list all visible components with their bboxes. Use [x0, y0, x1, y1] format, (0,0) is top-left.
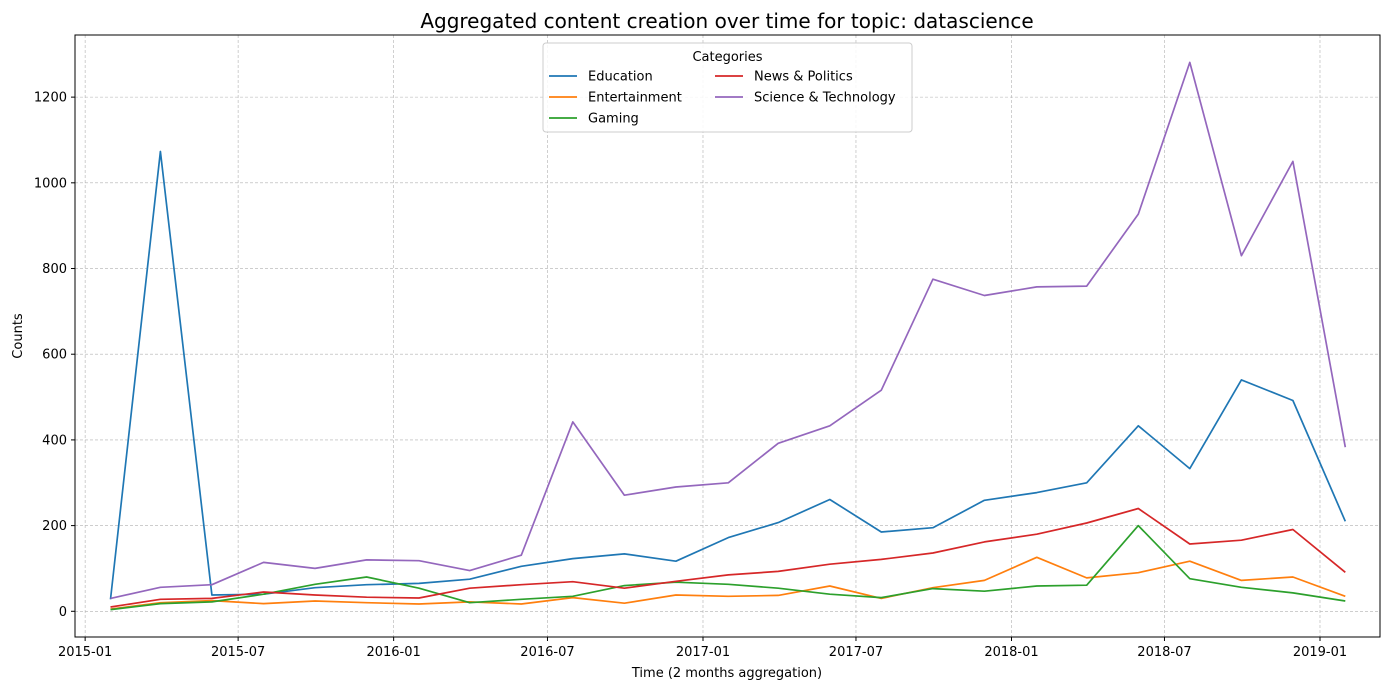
series-line-science-technology	[110, 61, 1347, 600]
y-tick-label: 1200	[34, 91, 67, 106]
series-line-gaming	[110, 524, 1346, 611]
legend-box	[542, 42, 913, 133]
x-tick-label: 2018-01	[984, 645, 1038, 660]
y-axis-label: Counts	[11, 313, 26, 359]
x-tick-label: 2019-01	[1293, 645, 1347, 660]
x-tick-label: 2017-01	[676, 645, 730, 660]
legend-entry-label: Gaming	[588, 112, 639, 127]
series-line-entertainment	[110, 556, 1346, 610]
x-tick-label: 2015-07	[211, 645, 265, 660]
y-tick-label: 200	[42, 519, 67, 534]
legend-entry-label: News & Politics	[754, 70, 853, 85]
y-tick-label: 1000	[34, 176, 67, 191]
legend-entry-label: Science & Technology	[754, 91, 896, 106]
x-tick-label: 2016-01	[366, 645, 420, 660]
series-line-news-politics	[110, 507, 1346, 608]
y-tick-label: 400	[42, 433, 67, 448]
series-lines	[109, 61, 1347, 611]
series-line-education	[109, 150, 1347, 600]
x-axis-label: Time (2 months aggregation)	[631, 666, 822, 681]
grid-lines	[75, 35, 1380, 637]
legend-entry-label: Education	[588, 70, 653, 85]
x-tick-label: 2017-07	[829, 645, 883, 660]
x-tick-label: 2018-07	[1137, 645, 1191, 660]
y-tick-label: 800	[42, 262, 67, 277]
chart-title: Aggregated content creation over time fo…	[420, 9, 1033, 33]
y-tick-label: 0	[59, 605, 67, 620]
x-tick-label: 2015-01	[58, 645, 112, 660]
legend: Categories Education Entertainment Gaming Ne…	[542, 42, 913, 133]
legend-entry-label: Entertainment	[588, 91, 682, 106]
x-tick-label: 2016-07	[520, 645, 574, 660]
y-tick-label: 600	[42, 348, 67, 363]
plot-area-frame	[74, 34, 1381, 638]
y-axis-ticks: 0 200 400 600 800 1000 1200	[34, 91, 75, 620]
x-axis-ticks: 2015-01 2015-07 2016-01 2016-07 2017-01 2017-…	[58, 637, 1347, 660]
legend-title: Categories	[692, 50, 762, 65]
